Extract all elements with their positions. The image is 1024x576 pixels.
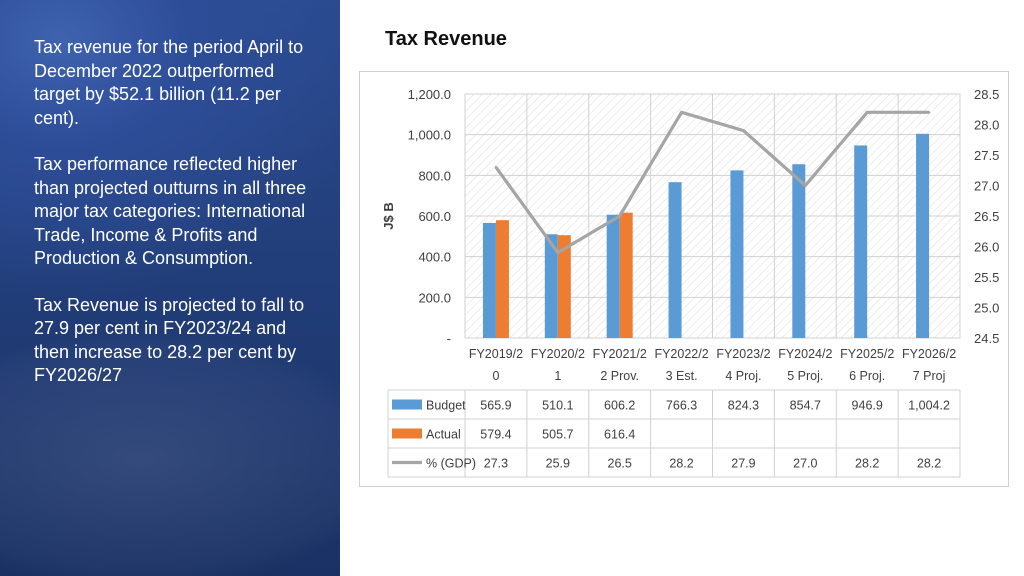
bar-budget — [792, 164, 806, 338]
y2-tick-label: 28.0 — [974, 118, 999, 133]
bar-budget — [854, 145, 868, 338]
table-cell: 1,004.2 — [908, 399, 950, 413]
legend-swatch — [392, 399, 422, 410]
line-point — [556, 251, 560, 254]
table-cell: 565.9 — [480, 399, 511, 413]
table-cell: 824.3 — [728, 399, 759, 413]
bar-budget — [668, 182, 682, 338]
x-tick-label: FY2026/2 — [902, 347, 956, 361]
y-tick-label: - — [447, 331, 451, 346]
table-cell: 946.9 — [852, 399, 883, 413]
x-tick-label: 6 Proj. — [849, 369, 885, 383]
line-gdp-percent — [494, 110, 930, 255]
y-tick-label: 800.0 — [418, 168, 451, 183]
chart-container: - 200.0 400.0 600.0 800.0 1,000.0 1,200.0 24.5 2… — [359, 71, 1009, 487]
table-cell: 26.5 — [608, 457, 632, 471]
background-swirl — [0, 330, 340, 576]
summary-paragraph-2: Tax performance reflected higher than pr… — [34, 154, 307, 268]
bar-budget — [606, 214, 620, 338]
line-point — [927, 111, 931, 114]
tax-revenue-chart: - 200.0 400.0 600.0 800.0 1,000.0 1,200.0 24.5 2… — [381, 87, 999, 478]
bar-actual — [495, 220, 509, 338]
table-cell: 25.9 — [546, 457, 570, 471]
x-tick-label: FY2022/2 — [654, 347, 708, 361]
table-cell: 505.7 — [542, 428, 573, 442]
x-tick-label: 0 — [492, 369, 499, 383]
line-point — [804, 184, 807, 187]
table-cell: 510.1 — [542, 399, 573, 413]
x-tick-label: FY2023/2 — [716, 347, 770, 361]
table-cell: 27.3 — [484, 457, 508, 471]
x-tick-label: FY2025/2 — [840, 347, 894, 361]
bar-actual — [619, 212, 633, 338]
bar-budget — [544, 234, 558, 338]
table-cell: 579.4 — [480, 428, 511, 442]
x-tick-label: 3 Est. — [666, 369, 698, 383]
table-cell: 616.4 — [604, 428, 635, 442]
line-point — [618, 214, 621, 218]
bar-budget — [730, 170, 744, 338]
x-tick-label: FY2024/2 — [778, 347, 832, 361]
y-tick-label: 400.0 — [418, 250, 451, 265]
y2-tick-label: 28.5 — [974, 87, 999, 102]
left-panel: Tax revenue for the period April to Dece… — [0, 0, 340, 576]
table-cell: 766.3 — [666, 399, 697, 413]
table-cell: 27.0 — [793, 457, 817, 471]
summary-text: Tax revenue for the period April to Dece… — [34, 36, 324, 411]
line-point — [865, 111, 869, 114]
summary-paragraph-3: Tax Revenue is projected to fall to 27.9… — [34, 294, 305, 386]
y-axis-label: J$ B — [381, 202, 396, 229]
y2-tick-label: 24.5 — [974, 331, 999, 346]
y2-tick-label: 27.0 — [974, 179, 999, 194]
y2-tick-label: 26.0 — [974, 240, 999, 255]
x-tick-label: 2 Prov. — [600, 369, 639, 383]
line-point — [494, 166, 498, 169]
x-tick-label: 4 Proj. — [725, 369, 761, 383]
table-cell: 28.2 — [917, 457, 941, 471]
bar-budget — [482, 222, 496, 338]
y2-tick-label: 25.5 — [974, 270, 999, 285]
table-cell: 854.7 — [790, 399, 821, 413]
x-tick-label: FY2019/2 — [469, 347, 523, 361]
y2-tick-label: 25.0 — [974, 301, 999, 316]
x-tick-label: 5 Proj. — [787, 369, 823, 383]
line-point — [742, 129, 745, 132]
y2-tick-label: 26.5 — [974, 209, 999, 224]
legend-label: Budget — [426, 399, 466, 413]
summary-paragraph-1: Tax revenue for the period April to Dece… — [34, 37, 304, 128]
table-cell: 606.2 — [604, 399, 635, 413]
line-point — [680, 111, 683, 114]
x-tick-label: 1 — [554, 369, 561, 383]
y-tick-label: 600.0 — [418, 209, 451, 224]
chart-title: Tax Revenue — [385, 28, 507, 50]
y-tick-label: 1,200.0 — [408, 87, 451, 102]
x-tick-label: FY2021/2 — [593, 347, 647, 361]
x-tick-label: FY2020/2 — [531, 347, 585, 361]
bar-budget — [916, 133, 930, 338]
bar-actual — [557, 235, 571, 338]
y-tick-label: 1,000.0 — [408, 128, 451, 143]
y2-tick-label: 27.5 — [974, 148, 999, 163]
legend-label: Actual — [426, 428, 461, 442]
legend-label: % (GDP) — [426, 457, 476, 471]
legend-swatch — [392, 428, 422, 439]
table-cell: 27.9 — [731, 457, 755, 471]
y-tick-label: 200.0 — [418, 290, 451, 305]
x-tick-label: 7 Proj — [913, 369, 946, 383]
table-cell: 28.2 — [669, 457, 693, 471]
table-cell: 28.2 — [855, 457, 879, 471]
